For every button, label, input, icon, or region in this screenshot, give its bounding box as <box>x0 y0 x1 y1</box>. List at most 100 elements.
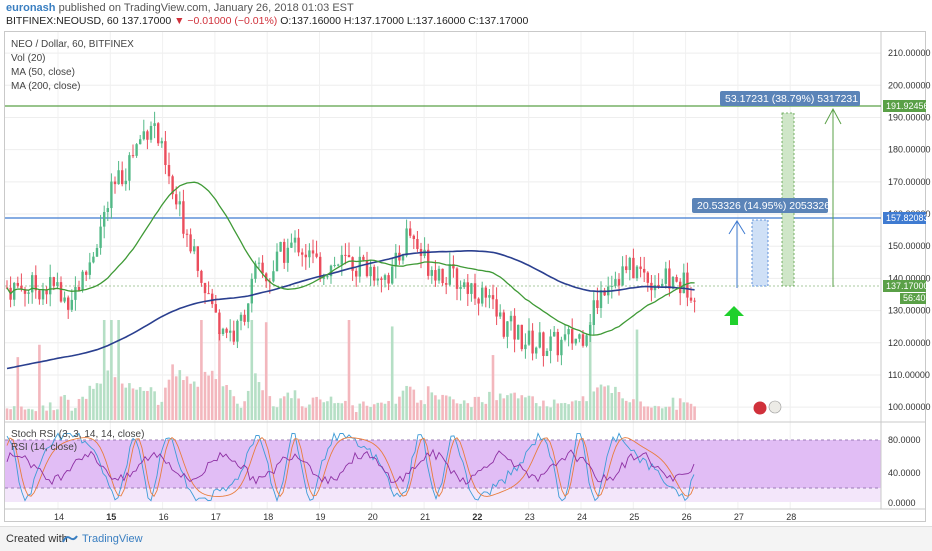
author-name[interactable]: euronash <box>6 2 56 14</box>
volume-bar <box>160 401 164 420</box>
time-tick-label: 16 <box>159 512 169 522</box>
volume-bar <box>138 387 142 420</box>
volume-bar <box>52 410 56 420</box>
candle-body <box>445 283 448 285</box>
volume-bar <box>347 320 351 420</box>
volume-bar <box>437 399 441 420</box>
volume-bar <box>516 398 520 420</box>
candle-body <box>139 139 142 145</box>
volume-bar <box>9 409 12 420</box>
volume-bar <box>560 403 563 420</box>
measure-label-small[interactable]: 20.53326 (14.95%) 2053326 <box>692 198 830 213</box>
candle-body <box>527 330 531 345</box>
volume-bar <box>344 400 347 420</box>
volume-bar <box>218 332 221 420</box>
volume-bar <box>502 398 506 420</box>
volume-bar <box>416 402 419 420</box>
volume-bar <box>542 400 545 420</box>
rsi-lower-background <box>5 488 881 502</box>
candle-body <box>481 287 484 304</box>
candle-body <box>596 300 599 308</box>
volume-bar <box>74 408 77 420</box>
price-tick-label: 190.00000 <box>888 112 931 122</box>
candle-body <box>178 201 181 205</box>
candle-body <box>589 325 592 336</box>
volume-bar <box>326 401 329 420</box>
volume-bar <box>246 390 250 420</box>
volume-bar <box>588 322 592 420</box>
time-tick-label: 27 <box>734 512 744 522</box>
volume-bar <box>308 404 311 420</box>
candle-body <box>488 295 491 298</box>
volume-bar <box>318 399 322 420</box>
measure-label-big[interactable]: 53.17231 (38.79%) 5317231 <box>720 91 860 106</box>
legend-vol[interactable]: Vol (20) <box>11 53 46 64</box>
volume-bar <box>5 408 9 420</box>
legend-ma200[interactable]: MA (200, close) <box>11 81 81 92</box>
legend-stoch-rsi[interactable]: Stoch RSI (3, 3, 14, 14, close) <box>11 429 145 440</box>
candle-body <box>200 270 203 283</box>
candle-body <box>41 289 45 300</box>
volume-bar <box>63 394 66 420</box>
candle-body <box>257 262 261 264</box>
volume-bar <box>430 392 434 420</box>
volume-bar <box>603 386 606 420</box>
tag-top-line-text: 191.92456 <box>886 101 929 111</box>
time-tick-label: 20 <box>368 512 378 522</box>
candle-body <box>657 284 660 287</box>
volume-bar <box>473 396 477 420</box>
candle-body <box>196 246 199 271</box>
legend-ma50[interactable]: MA (50, close) <box>11 67 75 78</box>
volume-bar <box>146 390 149 420</box>
candle-body <box>628 257 631 271</box>
candle-body <box>409 228 412 236</box>
volume-bar <box>376 402 380 420</box>
volume-bar <box>110 320 113 420</box>
candle-body <box>517 324 520 340</box>
candle-body <box>113 181 117 185</box>
projection-arrow-small-head <box>728 220 746 235</box>
price-tick-label: 170.00000 <box>888 177 931 187</box>
volume-bar <box>592 391 596 420</box>
volume-bar <box>556 403 560 420</box>
candle-body <box>625 266 628 271</box>
candle-body <box>131 155 135 157</box>
candle-body <box>167 165 171 177</box>
candle-body <box>635 266 639 279</box>
candle-body <box>416 239 419 249</box>
candle-body <box>45 289 48 295</box>
candle-body <box>560 339 563 356</box>
candle-body <box>639 266 642 269</box>
volume-bar <box>149 387 153 420</box>
candle-body <box>430 270 433 276</box>
legend-rsi[interactable]: RSI (14, close) <box>11 442 78 453</box>
volume-bar <box>92 388 95 420</box>
volume-bar <box>484 403 488 420</box>
time-tick-label: 24 <box>577 512 587 522</box>
volume-bar <box>311 397 315 420</box>
candle-body <box>592 300 595 326</box>
events-icon[interactable] <box>752 400 782 416</box>
candle-body <box>437 268 441 281</box>
measure-label-big-text: 53.17231 (38.79%) 5317231 <box>725 93 858 105</box>
volume-bar <box>682 402 686 420</box>
volume-bar <box>192 381 196 420</box>
volume-bar <box>257 382 261 420</box>
candle-body <box>470 283 473 294</box>
candle-body <box>275 251 279 272</box>
time-axis[interactable]: 14 15 16 17 18 19 20 21 22 23 24 25 26 27 28 <box>54 512 796 522</box>
tradingview-brand-link[interactable]: TradingView <box>82 533 143 545</box>
legend-title: NEO / Dollar, 60, BITFINEX <box>11 39 134 50</box>
volume-bar <box>408 386 412 420</box>
price-tick-label: 100.00000 <box>888 402 931 412</box>
candle-body <box>49 277 52 295</box>
volume-bar <box>434 395 437 420</box>
candle-body <box>477 298 480 304</box>
volume-bar <box>329 396 333 420</box>
volume-bar <box>27 408 30 420</box>
volume-bar <box>282 396 286 420</box>
candle-body <box>538 332 541 348</box>
volume-bar <box>272 406 275 420</box>
candle-body <box>329 265 333 277</box>
